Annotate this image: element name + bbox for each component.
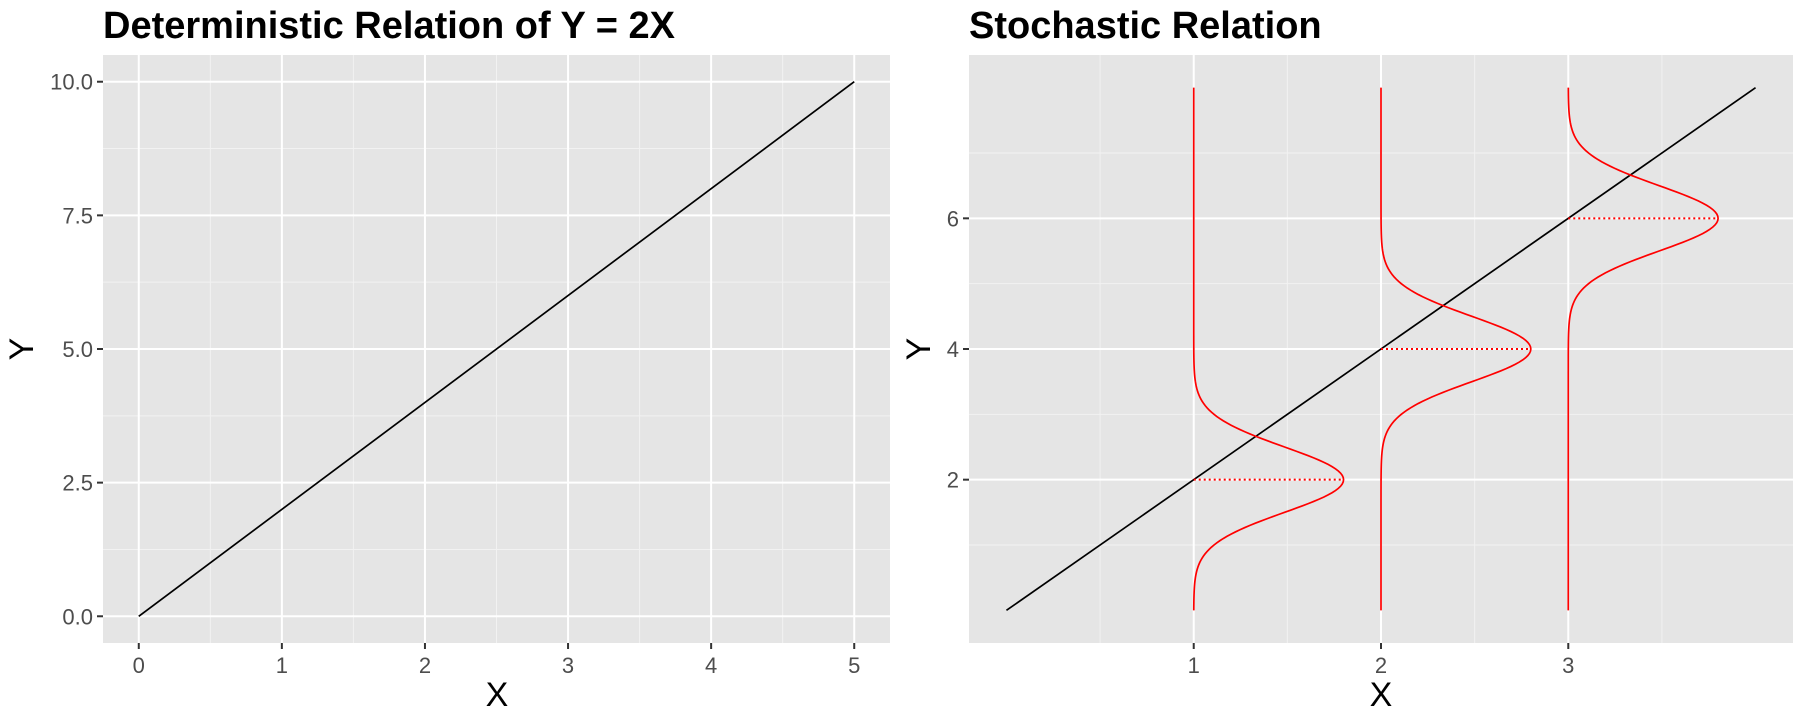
- x-axis-ticks: 1 2 3: [1188, 643, 1574, 678]
- y-axis-title: Y: [3, 338, 41, 361]
- x-tick-label: 2: [1375, 653, 1387, 678]
- x-axis-title: X: [486, 676, 509, 714]
- y-axis-title: Y: [900, 338, 938, 361]
- series-line: [138, 81, 855, 617]
- y-tick-label: 4: [947, 337, 959, 362]
- y-axis-ticks: 0.0 2.5 5.0 7.5 10.0: [50, 70, 103, 629]
- y-tick-label: 2: [947, 468, 959, 493]
- stochastic-chart: Stochastic Relation 1 2 3 2 4 6 X Y: [900, 5, 1793, 714]
- x-axis-ticks: 0 1 2 3 4 5: [133, 643, 860, 678]
- y-tick-label: 10.0: [50, 70, 93, 95]
- y-tick-label: 7.5: [62, 203, 93, 228]
- x-tick-label: 1: [1188, 653, 1200, 678]
- y-tick-label: 5.0: [62, 337, 93, 362]
- x-tick-label: 5: [848, 653, 860, 678]
- y-tick-label: 6: [947, 206, 959, 231]
- density-curve: [1567, 87, 1719, 611]
- x-axis-title: X: [1370, 676, 1393, 714]
- x-tick-label: 4: [705, 653, 717, 678]
- y-tick-label: 2.5: [62, 471, 93, 496]
- density-curve: [1380, 87, 1532, 611]
- y-axis-ticks: 2 4 6: [947, 206, 969, 493]
- data-marks: [138, 81, 855, 617]
- chart-title: Stochastic Relation: [969, 5, 1322, 47]
- major-gridlines: [103, 55, 890, 643]
- x-tick-label: 0: [133, 653, 145, 678]
- density-curve: [1192, 87, 1345, 611]
- x-tick-label: 3: [1562, 653, 1574, 678]
- x-tick-label: 3: [562, 653, 574, 678]
- x-tick-label: 2: [419, 653, 431, 678]
- x-tick-label: 1: [276, 653, 288, 678]
- y-tick-label: 0.0: [62, 604, 93, 629]
- chart-title: Deterministic Relation of Y = 2X: [103, 5, 676, 47]
- data-marks: [1005, 86, 1757, 612]
